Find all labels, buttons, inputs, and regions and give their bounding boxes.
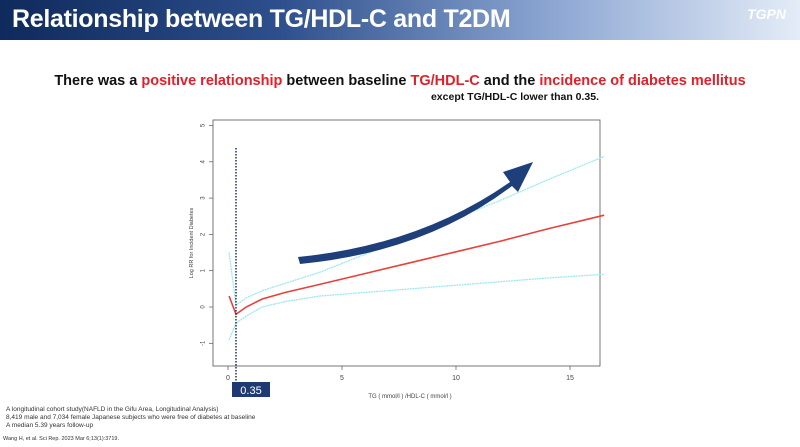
headline-highlight: incidence of diabetes mellitus [539, 73, 746, 89]
note: 8,419 male and 7,034 female Japanese sub… [6, 414, 256, 421]
title-bar: Relationship between TG/HDL-C and T2DM T… [0, 0, 800, 40]
y-tick-label: 5 [201, 123, 207, 127]
x-tick-label: 0 [226, 375, 230, 382]
x-tick-label: 10 [452, 375, 460, 382]
headline-text: There was a [54, 73, 142, 89]
ci-line [228, 155, 605, 307]
headline-highlight: positive relationship [141, 73, 283, 89]
headline-text: between baseline [282, 73, 411, 89]
trend-arrow [298, 162, 533, 264]
slide-title: Relationship between TG/HDL-C and T2DM [12, 5, 511, 33]
x-axis-label: TG ( mmol/l ) /HDL-C ( mmol/l ) [368, 394, 451, 400]
y-tick-label: 0 [201, 305, 207, 309]
note: A longitudinal cohort study(NAFLD in the… [6, 406, 219, 413]
rr-line [228, 214, 605, 316]
note: A median 5.39 years follow-up [6, 422, 94, 429]
y-tick-label: 3 [201, 196, 207, 200]
plot-frame [212, 119, 601, 367]
headline-text: and the [479, 73, 540, 89]
y-tick-label: -1 [201, 340, 207, 346]
y-tick-label: 2 [201, 232, 207, 236]
y-tick-label: 4 [201, 159, 207, 163]
brand-logo: TGPN [747, 6, 786, 22]
ci-line [228, 273, 605, 340]
x-tick-label: 15 [566, 375, 574, 382]
y-tick-label: 1 [201, 268, 207, 272]
threshold-label-box [232, 382, 270, 397]
study-notes: A longitudinal cohort study(NAFLD in the… [6, 406, 255, 430]
citation: Wang H, et al. Sci Rep. 2023 Mar 6;13(1)… [3, 436, 119, 442]
y-axis-label: Log RR for Incident Diabetes [189, 207, 195, 278]
threshold-label: 0.35 [240, 385, 261, 397]
subheadline: except TG/HDL-C lower than 0.35. [430, 91, 600, 103]
headline: There was a positive relationship betwee… [0, 73, 800, 89]
headline-highlight: TG/HDL-C [410, 73, 480, 89]
x-tick-label: 5 [340, 375, 344, 382]
